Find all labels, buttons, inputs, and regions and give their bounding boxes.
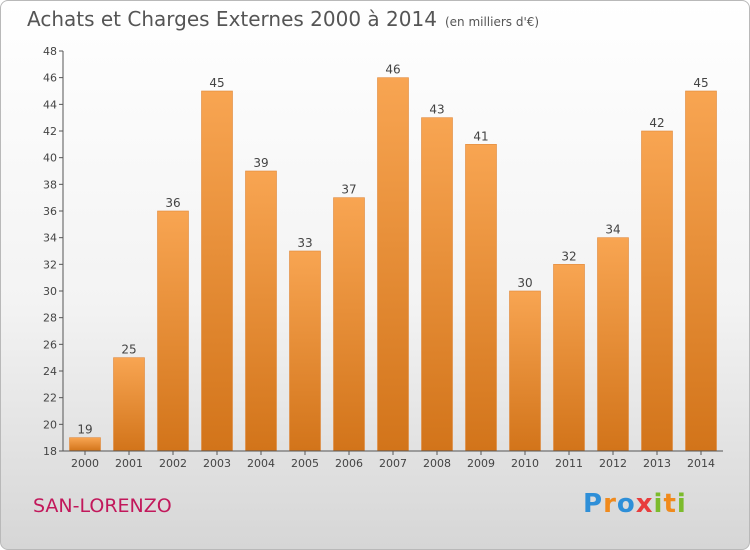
x-tick-label: 2006 bbox=[335, 457, 363, 470]
x-tick-label: 2004 bbox=[247, 457, 275, 470]
bar bbox=[421, 117, 453, 452]
bar bbox=[69, 437, 101, 452]
bar bbox=[641, 130, 673, 452]
y-tick-label: 34 bbox=[43, 232, 57, 245]
x-tick-label: 2000 bbox=[71, 457, 99, 470]
y-tick-label: 22 bbox=[43, 392, 57, 405]
logo-letter: i bbox=[653, 489, 664, 519]
bar bbox=[113, 357, 145, 452]
y-tick-label: 36 bbox=[43, 205, 57, 218]
bar-value-label: 34 bbox=[605, 223, 620, 237]
chart-title-text: Achats et Charges Externes 2000 à 2014 bbox=[27, 7, 437, 31]
x-tick-label: 2010 bbox=[511, 457, 539, 470]
bar bbox=[465, 144, 497, 452]
y-tick-label: 46 bbox=[43, 72, 57, 85]
x-tick-label: 2013 bbox=[643, 457, 671, 470]
y-tick-label: 30 bbox=[43, 285, 57, 298]
bar-value-label: 32 bbox=[561, 249, 576, 263]
bar bbox=[685, 90, 717, 452]
bar-value-label: 46 bbox=[385, 63, 400, 77]
bar-value-label: 45 bbox=[693, 76, 708, 90]
bars-group: 19 25 36 45 39 33 37 46 43 41 30 32 34 42 45 bbox=[69, 63, 717, 452]
y-tick-label: 38 bbox=[43, 178, 57, 191]
bar bbox=[245, 170, 277, 452]
bar bbox=[553, 264, 585, 452]
bar-value-label: 41 bbox=[473, 129, 488, 143]
bar-value-label: 45 bbox=[209, 76, 224, 90]
bar-value-label: 43 bbox=[429, 103, 444, 117]
proxiti-logo: Proxiti bbox=[583, 489, 687, 519]
bar-value-label: 42 bbox=[649, 116, 664, 130]
logo-letter: t bbox=[663, 489, 677, 519]
x-tick-label: 2005 bbox=[291, 457, 319, 470]
y-tick-label: 28 bbox=[43, 312, 57, 325]
bar bbox=[597, 237, 629, 452]
x-tick-label: 2011 bbox=[555, 457, 583, 470]
bar-value-label: 37 bbox=[341, 183, 356, 197]
x-tick-label: 2014 bbox=[687, 457, 715, 470]
x-tick-label: 2007 bbox=[379, 457, 407, 470]
y-tick-label: 32 bbox=[43, 258, 57, 271]
x-tick-label: 2003 bbox=[203, 457, 231, 470]
location-label: SAN-LORENZO bbox=[33, 495, 172, 517]
axes-group: 2000 2001 2002 2003 2004 2005 2006 2007 2008 2009… bbox=[43, 45, 723, 470]
bar bbox=[201, 90, 233, 452]
bar-value-label: 25 bbox=[121, 343, 136, 357]
y-tick-label: 18 bbox=[43, 445, 57, 458]
logo-letter: P bbox=[583, 489, 604, 519]
y-tick-label: 42 bbox=[43, 125, 57, 138]
logo-letter: o bbox=[616, 489, 636, 519]
bar bbox=[157, 210, 189, 452]
x-tick-label: 2012 bbox=[599, 457, 627, 470]
bar bbox=[333, 197, 365, 452]
y-tick-label: 24 bbox=[43, 365, 57, 378]
bar-value-label: 19 bbox=[77, 423, 92, 437]
logo-letter: i bbox=[676, 489, 687, 519]
x-tick-label: 2009 bbox=[467, 457, 495, 470]
chart-subtitle: (en milliers d'€) bbox=[444, 15, 540, 29]
x-tick-label: 2001 bbox=[115, 457, 143, 470]
y-tick-label: 20 bbox=[43, 418, 57, 431]
logo-letter: r bbox=[603, 489, 617, 519]
chart-title: Achats et Charges Externes 2000 à 2014 (e… bbox=[27, 7, 539, 31]
y-tick-label: 44 bbox=[43, 98, 57, 111]
bar-value-label: 39 bbox=[253, 156, 268, 170]
bar bbox=[289, 250, 321, 452]
bar-value-label: 33 bbox=[297, 236, 312, 250]
y-tick-label: 26 bbox=[43, 338, 57, 351]
logo-letter: x bbox=[635, 489, 654, 519]
x-tick-label: 2008 bbox=[423, 457, 451, 470]
y-tick-label: 40 bbox=[43, 152, 57, 165]
bar bbox=[509, 290, 541, 452]
bar bbox=[377, 77, 409, 452]
y-tick-label: 48 bbox=[43, 45, 57, 58]
bar-value-label: 36 bbox=[165, 196, 180, 210]
x-tick-label: 2002 bbox=[159, 457, 187, 470]
bar-value-label: 30 bbox=[517, 276, 532, 290]
